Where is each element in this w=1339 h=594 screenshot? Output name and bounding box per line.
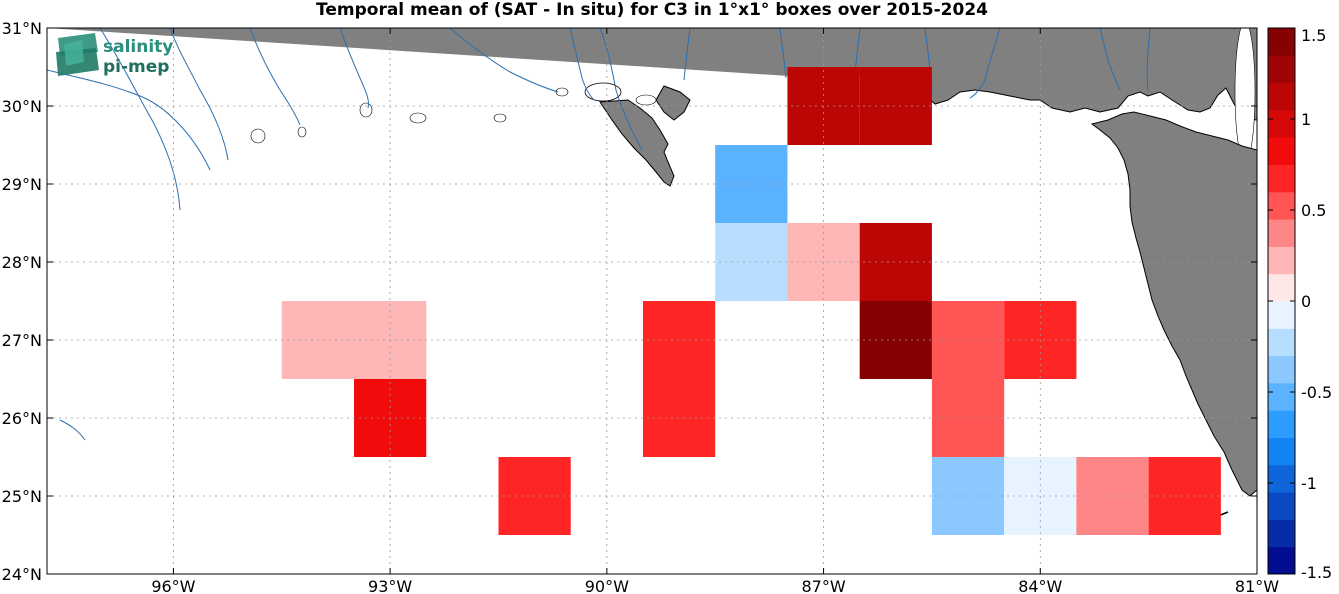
x-tick-label: 84°W [1018, 577, 1062, 594]
data-box [931, 457, 1005, 535]
y-tick-label: 25°N [2, 487, 42, 506]
colorbar: 1.5 1 0.5 0 -0.5 -1 -1.5 [1267, 26, 1332, 582]
colorbar-segment [1268, 328, 1295, 357]
colorbar-tick-label: -1 [1301, 474, 1317, 493]
y-tick-label: 28°N [2, 253, 42, 272]
lake-grand [359, 102, 373, 118]
colorbar-segment [1268, 273, 1295, 302]
colorbar-segment [1268, 492, 1295, 520]
data-box [715, 223, 788, 301]
colorbar-segment [1268, 28, 1295, 56]
rivers [47, 28, 1151, 441]
colorbar-segment [1268, 519, 1295, 548]
colorbar-segment [1268, 137, 1295, 165]
lake-pontchartrain [584, 82, 622, 102]
colorbar-tick-label: -1.5 [1301, 563, 1332, 582]
y-tick-label: 26°N [2, 409, 42, 428]
colorbar-segment [1268, 437, 1295, 466]
colorbar-segment [1268, 246, 1295, 275]
lake-salvador [493, 113, 507, 123]
data-box [642, 301, 716, 379]
y-tick-label: 30°N [2, 97, 42, 116]
data-box [859, 301, 932, 379]
data-box [859, 223, 932, 301]
y-tick-label: 24°N [2, 565, 42, 584]
salinity-pi-mep-logo: salinity pi-mep [56, 33, 173, 77]
data-box [931, 301, 1005, 379]
chart-title: Temporal mean of (SAT - In situ) for C3 … [316, 0, 988, 20]
lake-borgne [635, 94, 657, 106]
data-box [1148, 457, 1221, 535]
colorbar-segment [1268, 355, 1295, 384]
colorbar-segment [1268, 219, 1295, 247]
data-box [859, 67, 932, 145]
colorbar-segment [1268, 410, 1295, 438]
lake-sabine [250, 128, 266, 144]
colorbar-segment [1268, 109, 1295, 138]
data-box [931, 379, 1005, 457]
data-box [1076, 457, 1149, 535]
lake-okeechobee [1234, 28, 1256, 163]
colorbar-segment [1268, 164, 1295, 193]
colorbar-segment [1268, 464, 1295, 493]
colorbar-tick-label: 0 [1301, 292, 1311, 311]
colorbar-tick-label: 1.5 [1301, 26, 1326, 45]
colorbar-tick-label: 0.5 [1301, 201, 1326, 220]
lake-calcasieu [297, 126, 307, 138]
land-breton-marsh [655, 85, 691, 121]
map-frame [46, 27, 1258, 575]
x-tick-label: 87°W [801, 577, 845, 594]
colorbar-tick-label: -0.5 [1301, 383, 1332, 402]
colorbar-segment [1268, 55, 1295, 84]
colorbar-segment [1268, 191, 1295, 220]
x-tick-label: 96°W [151, 577, 195, 594]
colorbar-segment [1268, 382, 1295, 411]
logo-line2: pi-mep [103, 57, 169, 77]
axes: 96°W 93°W 90°W 87°W 84°W 81°W 24°N 25°N 26°N 27°N… [2, 19, 1280, 594]
colorbar-tick-label: 1 [1301, 110, 1311, 129]
x-tick-label: 90°W [585, 577, 629, 594]
y-tick-label: 31°N [2, 19, 42, 38]
logo-line1: salinity [103, 37, 173, 57]
data-box [642, 379, 716, 457]
x-tick-label: 93°W [368, 577, 412, 594]
y-tick-label: 29°N [2, 175, 42, 194]
data-box [715, 145, 788, 223]
colorbar-segment [1268, 82, 1295, 111]
data-boxes [281, 67, 1221, 535]
x-tick-label: 81°W [1235, 577, 1279, 594]
land-mississippi-delta [599, 99, 675, 187]
colorbar-segment [1268, 301, 1295, 329]
lake-white [409, 112, 427, 124]
land-florida-peninsula [1090, 111, 1257, 497]
y-tick-label: 27°N [2, 331, 42, 350]
grid-lines [47, 28, 1257, 574]
colorbar-segment [1268, 546, 1295, 575]
lake-maurepas [555, 87, 569, 97]
